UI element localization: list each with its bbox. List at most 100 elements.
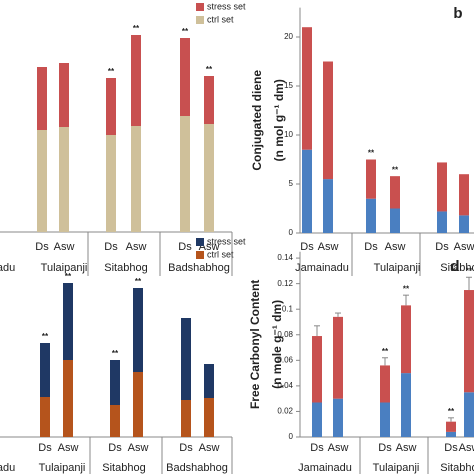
- bar-segment: [63, 360, 73, 437]
- bar-segment: [459, 215, 469, 233]
- significance-label: **: [368, 149, 375, 158]
- error-bar: [466, 276, 472, 291]
- bar-segment: [63, 283, 73, 360]
- bar-segment: [180, 116, 190, 232]
- bar-segment: [302, 149, 312, 233]
- group-label: Badshabhog: [166, 462, 228, 474]
- x-tick-label: Ds: [104, 241, 118, 253]
- y-tick-label: 0.1: [282, 304, 294, 313]
- bar-segment: [323, 179, 333, 233]
- bar-segment: [133, 288, 143, 372]
- error-bar: [382, 357, 388, 366]
- y-tick-label: 20: [284, 32, 293, 41]
- bar-segment: [366, 159, 376, 199]
- group-label: Sitabhog: [440, 462, 474, 474]
- group-label: adu: [0, 262, 15, 274]
- y-tick-label: 0.04: [277, 381, 293, 390]
- bar-segment: [390, 208, 400, 233]
- bar-segment: [437, 162, 447, 212]
- significance-label: **: [65, 272, 72, 281]
- bar-segment: [37, 67, 47, 130]
- significance-label: **: [133, 24, 140, 33]
- legend-swatch: [196, 251, 204, 259]
- bar-segment: [390, 176, 400, 209]
- x-tick-label: Asw: [328, 442, 349, 454]
- bar-segment: [380, 402, 390, 437]
- significance-label: **: [182, 27, 189, 36]
- significance-label: **: [392, 165, 399, 174]
- group-label: Tulaipanji: [373, 462, 420, 474]
- group-label: Tulaipanji: [41, 262, 88, 274]
- x-tick-label: Ds: [179, 442, 193, 454]
- bar-segment: [40, 343, 50, 397]
- x-tick-label: Ds: [310, 442, 324, 454]
- error-bar: [335, 312, 341, 317]
- bar-segment: [446, 421, 456, 432]
- group-label: Sitabhog: [104, 262, 147, 274]
- group-label: Tulaipanji: [374, 262, 421, 274]
- panel: 0 5 10 15 20 Conjugated diene (n mol g⁻¹ dm) b D…: [250, 5, 474, 276]
- bar-segment: [181, 318, 191, 400]
- bar-segment: [204, 364, 214, 398]
- bar-segment: [204, 398, 214, 437]
- group-label: adu: [0, 462, 15, 474]
- panel-label: d: [450, 258, 459, 275]
- y-tick-label: 0.14: [277, 253, 293, 262]
- legend-label: ctrl set: [207, 249, 234, 259]
- error-bar: [314, 325, 320, 337]
- bar-segment: [59, 127, 69, 232]
- group-label: Badshabhog: [168, 262, 230, 274]
- group-label: Tulaipanji: [39, 462, 86, 474]
- panel: ** Ds ** Asw ** Ds ** Asw Ds Asw adu Tulaipanji Sita…: [0, 236, 246, 474]
- group-label: Jamainadu: [298, 462, 352, 474]
- x-tick-label: Asw: [318, 241, 339, 253]
- significance-label: **: [466, 266, 473, 275]
- bar-segment: [323, 61, 333, 180]
- x-tick-label: Ds: [38, 442, 52, 454]
- significance-label: **: [382, 347, 389, 356]
- legend-label: ctrl set: [207, 14, 234, 24]
- bar-segment: [110, 405, 120, 437]
- bar-segment: [464, 392, 474, 437]
- x-tick-label: Asw: [459, 442, 474, 454]
- x-tick-label: Asw: [385, 241, 406, 253]
- significance-label: **: [112, 349, 119, 358]
- legend-label: stress set: [207, 236, 246, 246]
- y-axis-label: (n mol g⁻¹ dm): [272, 79, 286, 161]
- y-tick-label: 0: [289, 432, 294, 441]
- error-bar: [403, 294, 409, 306]
- x-tick-label: Asw: [454, 241, 474, 253]
- x-tick-label: Asw: [128, 442, 149, 454]
- error-bar: [448, 417, 454, 422]
- x-tick-label: Asw: [58, 442, 79, 454]
- group-label: Sitabhog: [440, 262, 474, 274]
- significance-label: **: [403, 284, 410, 293]
- legend-label: stress set: [207, 1, 246, 11]
- y-tick-label: 0.12: [277, 279, 293, 288]
- bar-segment: [366, 198, 376, 233]
- panel: 0 0.02 0.04 0.06 0.08 0.1 0.12 0.14 Free Carbony…: [248, 251, 474, 474]
- y-axis-label: (n mole g⁻¹ dm): [270, 300, 284, 389]
- bar-segment: [312, 336, 322, 403]
- group-label: Sitabhog: [102, 462, 145, 474]
- bar-segment: [37, 130, 47, 232]
- x-tick-label: Ds: [435, 241, 449, 253]
- x-tick-label: Ds: [378, 442, 392, 454]
- y-axis-label: Conjugated diene: [250, 70, 264, 171]
- bar-segment: [40, 397, 50, 437]
- bar-segment: [59, 63, 69, 127]
- significance-label: **: [135, 277, 142, 286]
- bar-segment: [333, 316, 343, 399]
- bar-segment: [131, 126, 141, 232]
- panel: DsAsw**Ds**Asw**Ds**AswaduTulaipanjiSita…: [0, 1, 246, 276]
- y-tick-label: 5: [289, 179, 294, 188]
- bar-segment: [312, 402, 322, 437]
- bar-segment: [464, 290, 474, 393]
- bar-segment: [459, 174, 469, 216]
- bar-segment: [181, 400, 191, 437]
- y-tick-label: 15: [284, 81, 293, 90]
- x-tick-label: Ds: [444, 442, 458, 454]
- significance-label: **: [108, 67, 115, 76]
